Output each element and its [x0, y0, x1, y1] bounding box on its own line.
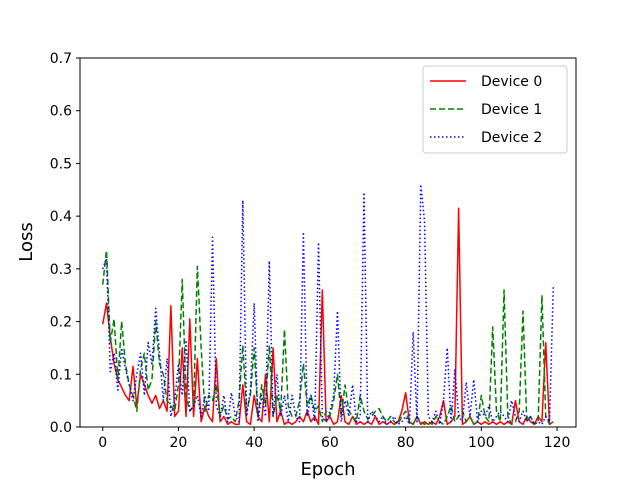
legend: Device 0 Device 1 Device 2 — [422, 65, 568, 154]
plot-frame — [79, 57, 577, 428]
x-tick-label: 0 — [98, 435, 107, 451]
y-tick-label: 0.1 — [50, 367, 72, 383]
y-tick-label: 0.4 — [50, 209, 72, 225]
y-axis-title: Loss — [16, 222, 37, 261]
x-tick-label: 60 — [321, 435, 339, 451]
series-line-device-1 — [101, 249, 554, 426]
x-axis-title: Epoch — [300, 459, 355, 480]
y-tick-label: 0.5 — [50, 156, 72, 172]
x-tick-label: 40 — [245, 435, 263, 451]
x-tick-label: 120 — [544, 435, 571, 451]
x-tick-label: 100 — [468, 435, 495, 451]
y-tick-label: 0.6 — [50, 104, 72, 120]
y-axis-ticks: 0.0 0.1 0.2 0.3 0.4 0.5 0.6 0.7 — [50, 51, 80, 436]
series-line-device-2 — [102, 183, 555, 426]
legend-label-device-0: Device 0 — [481, 74, 542, 90]
x-tick-label: 80 — [397, 435, 415, 451]
y-tick-label: 0.7 — [50, 51, 72, 67]
y-tick-label: 0.0 — [50, 420, 72, 436]
legend-label-device-2: Device 2 — [481, 130, 542, 146]
series-layer — [101, 183, 555, 426]
x-tick-label: 20 — [170, 435, 188, 451]
x-axis-ticks: 0 20 40 60 80 100 120 — [98, 427, 570, 451]
legend-box — [422, 65, 568, 154]
series-line-device-0 — [101, 207, 554, 426]
y-tick-label: 0.3 — [50, 262, 72, 278]
legend-label-device-1: Device 1 — [481, 102, 542, 118]
y-tick-label: 0.2 — [50, 315, 72, 331]
